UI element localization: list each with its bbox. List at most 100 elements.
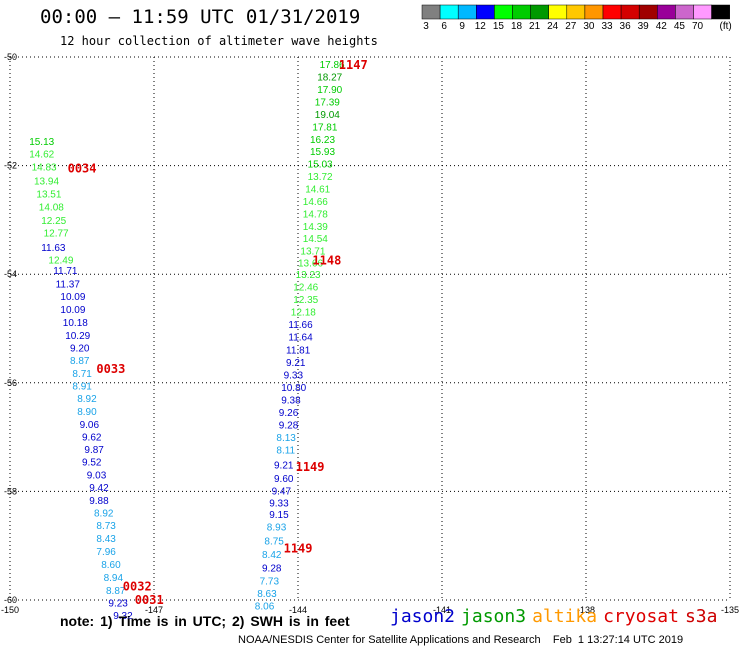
color-legend	[421, 4, 730, 20]
swh-data-label: 17.39	[315, 98, 340, 109]
legend-swatch	[693, 4, 712, 20]
legend-swatch	[638, 4, 658, 20]
legend-swatch	[530, 4, 549, 20]
swh-data-label: 8.73	[96, 521, 116, 532]
swh-data-label: 9.03	[87, 471, 107, 482]
swh-data-label: 9.47	[272, 486, 292, 497]
legend-label: 42	[655, 21, 667, 32]
swh-data-label: 7.96	[96, 547, 116, 558]
swh-data-label: 18.27	[317, 73, 342, 84]
legend-swatch	[439, 4, 459, 20]
satellite-label-jason2: jason2	[390, 606, 456, 627]
swh-data-label: 14.39	[303, 222, 328, 233]
legend-label: 70	[691, 21, 704, 32]
swh-data-label: 8.71	[72, 369, 92, 380]
swh-data-label: 13.71	[300, 246, 325, 257]
x-tick-label: -135	[721, 605, 739, 615]
swh-data-label: 9.52	[82, 458, 102, 469]
x-tick-label: -147	[145, 605, 163, 615]
legend-label: 9	[459, 21, 465, 32]
swh-data-label: 13.72	[308, 172, 333, 183]
swh-data-label: 8.94	[104, 573, 124, 584]
swh-data-label: 12.35	[293, 295, 318, 306]
swh-data-label: 11.71	[53, 266, 78, 277]
swh-data-label: 8.11	[276, 446, 295, 457]
legend-label: 27	[565, 21, 577, 32]
swh-data-label: 17.81	[312, 123, 337, 134]
swh-data-label: 9.33	[284, 371, 304, 382]
swh-data-label: 13.66	[298, 258, 323, 269]
legend-swatch	[602, 4, 622, 20]
legend-swatch	[476, 4, 495, 20]
time-label: 0032	[123, 579, 152, 593]
swh-points: 15.13 14.62 14.83 13.94 13.51 14.08 12.2512.77…	[29, 60, 345, 622]
swh-data-label: 8.87	[70, 356, 90, 367]
swh-data-label: 19.04	[315, 110, 340, 121]
swh-data-label: 8.63	[257, 589, 277, 600]
time-label: 1147	[339, 58, 368, 72]
legend-label: 15	[492, 21, 504, 32]
satellite-label-s3a: s3a	[684, 606, 718, 627]
swh-data-label: 9.87	[84, 445, 104, 456]
legend-label: 33	[601, 21, 613, 32]
swh-data-label: 11.64	[288, 333, 313, 344]
swh-data-label: 13.23	[296, 270, 321, 281]
legend-swatch	[421, 4, 441, 20]
y-tick-label: -52	[4, 161, 17, 171]
legend-swatch	[711, 4, 730, 20]
swh-data-label: 9.20	[70, 344, 90, 355]
y-tick-label: -60	[4, 595, 17, 605]
legend-swatch	[566, 4, 586, 20]
swh-data-label: 9.28	[262, 563, 282, 574]
swh-data-label: 11.66	[288, 320, 313, 331]
swh-data-label: 9.32	[113, 611, 133, 622]
swh-data-label: 10.80	[281, 383, 306, 394]
swh-data-label: 14.08	[39, 202, 64, 213]
legend-label: 45	[673, 21, 685, 32]
swh-data-label: 8.91	[72, 382, 92, 393]
swh-data-label: 11.37	[56, 279, 81, 290]
swh-data-label: 9.28	[279, 421, 299, 432]
x-tick-label: -150	[1, 605, 19, 615]
legend-label: 36	[619, 21, 631, 32]
satellite-label-jason3: jason3	[461, 606, 527, 627]
swh-data-label: 8.92	[94, 509, 114, 520]
time-label: 1149	[296, 460, 325, 474]
swh-data-label: 9.38	[281, 396, 301, 407]
swh-data-label: 17.86	[320, 60, 345, 71]
legend-label: 18	[510, 21, 523, 32]
swh-data-label: 12.49	[48, 256, 73, 267]
footer-note: note: 1) Time is in UTC; 2) SWH is in fe…	[60, 613, 350, 629]
swh-data-label: 14.66	[303, 197, 328, 208]
swh-data-label: 8.92	[77, 394, 97, 405]
swh-data-label: 16.23	[310, 135, 335, 146]
swh-data-label: 8.42	[262, 550, 282, 561]
swh-data-label: 8.90	[77, 407, 97, 418]
time-label: 0034	[68, 161, 97, 175]
swh-data-label: 10.18	[63, 318, 88, 329]
chart-title: 00:00 – 11:59 UTC 01/31/2019	[40, 6, 361, 28]
legend-swatch	[512, 4, 531, 20]
swh-data-label: 10.09	[60, 305, 85, 316]
swh-data-label: 11.63	[41, 243, 66, 254]
legend-label: 24	[547, 21, 559, 32]
legend-label: 12	[474, 21, 486, 32]
legend-swatch	[494, 4, 513, 20]
swh-data-label: 15.03	[308, 159, 333, 170]
swh-data-label: 9.21	[274, 460, 294, 471]
swh-data-label: 13.51	[36, 189, 61, 200]
y-tick-label: -56	[4, 378, 17, 388]
swh-data-label: 9.23	[108, 599, 128, 610]
swh-data-label: 8.43	[96, 534, 116, 545]
swh-data-label: 8.13	[276, 433, 296, 444]
legend-label: 6	[441, 21, 447, 32]
swh-data-label: 8.93	[267, 523, 287, 534]
footer-credit: NOAA/NESDIS Center for Satellite Applica…	[238, 634, 684, 646]
y-tick-label: -58	[4, 486, 17, 496]
swh-data-label: 9.62	[82, 433, 102, 444]
swh-data-label: 15.93	[310, 147, 335, 158]
swh-data-label: 12.46	[293, 283, 318, 294]
swh-data-label: 7.73	[260, 576, 280, 587]
legend-swatch	[620, 4, 640, 20]
